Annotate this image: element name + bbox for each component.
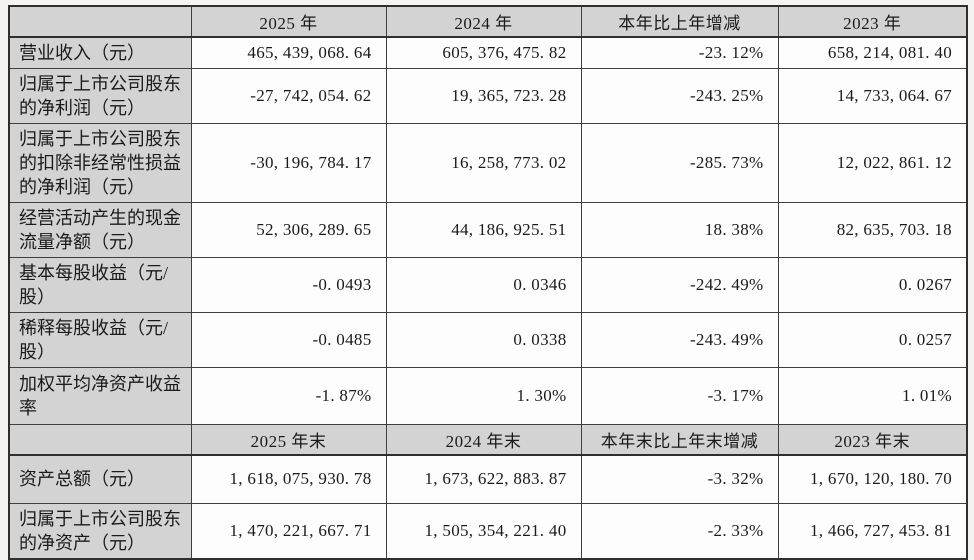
row-label: 营业收入（元）	[8, 36, 192, 69]
table-row-total-assets: 资产总额（元） 1, 618, 075, 930. 78 1, 673, 622…	[8, 454, 968, 504]
cell-value-2025: -27, 742, 054. 62	[190, 68, 387, 124]
row-label: 经营活动产生的现金流量净额（元）	[8, 202, 192, 258]
col-header-year-end-change: 本年末比上年末增减	[580, 424, 779, 456]
col-header-yoy-change: 本年比上年增减	[580, 5, 779, 38]
cell-value-yoy: -243. 49%	[580, 312, 779, 368]
cell-value-yoy: -242. 49%	[580, 257, 779, 313]
cell-value-2024: 0. 0338	[385, 312, 582, 368]
cell-value-2025: 465, 439, 068. 64	[190, 36, 387, 69]
cell-value-2025: -0. 0493	[190, 257, 387, 313]
cell-value-yoy: -3. 17%	[580, 367, 779, 425]
cell-value-2023: 12, 022, 861. 12	[777, 123, 968, 203]
cell-value-2024: 0. 0346	[385, 257, 582, 313]
cell-value-2023: 82, 635, 703. 18	[777, 202, 968, 258]
cell-value-yoy: -2. 33%	[580, 502, 779, 559]
table-row-operating-cash-flow: 经营活动产生的现金流量净额（元） 52, 306, 289. 65 44, 18…	[8, 202, 968, 258]
cell-value-2024: 16, 258, 773. 02	[385, 123, 582, 203]
col-header-2025: 2025 年	[190, 5, 387, 38]
table-row-weighted-avg-roe: 加权平均净资产收益率 -1. 87% 1. 30% -3. 17% 1. 01%	[8, 367, 968, 425]
col-header-2024: 2024 年	[385, 5, 582, 38]
row-label: 稀释每股收益（元/股）	[8, 312, 192, 368]
table-row-net-assets: 归属于上市公司股东的净资产（元） 1, 470, 221, 667. 71 1,…	[8, 502, 968, 559]
cell-value-yoy: -243. 25%	[580, 68, 779, 124]
table-row-net-profit-excl-nonrecurring: 归属于上市公司股东的扣除非经常性损益的净利润（元） -30, 196, 784.…	[8, 123, 968, 203]
cell-value-2025-end: 1, 470, 221, 667. 71	[190, 502, 387, 559]
cell-value-yoy: 18. 38%	[580, 202, 779, 258]
cell-value-2024: 1. 30%	[385, 367, 582, 425]
cell-value-2023: 14, 733, 064. 67	[777, 68, 968, 124]
table-row-diluted-eps: 稀释每股收益（元/股） -0. 0485 0. 0338 -243. 49% 0…	[8, 312, 968, 368]
cell-value-2025: 52, 306, 289. 65	[190, 202, 387, 258]
table-row-net-profit: 归属于上市公司股东的净利润（元） -27, 742, 054. 62 19, 3…	[8, 68, 968, 124]
financial-summary-table: 2025 年 2024 年 本年比上年增减 2023 年 营业收入（元） 465…	[8, 5, 968, 560]
row-label: 归属于上市公司股东的净资产（元）	[8, 502, 192, 559]
cell-value-2023: 1. 01%	[777, 367, 968, 425]
header-empty-cell	[8, 5, 192, 38]
cell-value-2024-end: 1, 673, 622, 883. 87	[385, 454, 582, 504]
cell-value-2025-end: 1, 618, 075, 930. 78	[190, 454, 387, 504]
cell-value-2023: 658, 214, 081. 40	[777, 36, 968, 69]
cell-value-2024: 44, 186, 925. 51	[385, 202, 582, 258]
col-header-2023: 2023 年	[777, 5, 968, 38]
row-label: 资产总额（元）	[8, 454, 192, 504]
table-row-operating-revenue: 营业收入（元） 465, 439, 068. 64 605, 376, 475.…	[8, 36, 968, 69]
cell-value-2025: -30, 196, 784. 17	[190, 123, 387, 203]
financial-summary-table-wrap: 2025 年 2024 年 本年比上年增减 2023 年 营业收入（元） 465…	[8, 5, 968, 560]
col-header-2024-end: 2024 年末	[385, 424, 582, 456]
cell-value-2025: -1. 87%	[190, 367, 387, 425]
cell-value-yoy: -23. 12%	[580, 36, 779, 69]
cell-value-2024-end: 1, 505, 354, 221. 40	[385, 502, 582, 559]
cell-value-2023: 0. 0257	[777, 312, 968, 368]
cell-value-2024: 19, 365, 723. 28	[385, 68, 582, 124]
header-row-year-end: 2025 年末 2024 年末 本年末比上年末增减 2023 年末	[8, 424, 968, 456]
header-empty-cell	[8, 424, 192, 456]
cell-value-2023-end: 1, 670, 120, 180. 70	[777, 454, 968, 504]
cell-value-2025: -0. 0485	[190, 312, 387, 368]
cell-value-2023: 0. 0267	[777, 257, 968, 313]
cell-value-2024: 605, 376, 475. 82	[385, 36, 582, 69]
cell-value-yoy: -3. 32%	[580, 454, 779, 504]
row-label: 基本每股收益（元/股）	[8, 257, 192, 313]
cell-value-2023-end: 1, 466, 727, 453. 81	[777, 502, 968, 559]
cell-value-yoy: -285. 73%	[580, 123, 779, 203]
col-header-2025-end: 2025 年末	[190, 424, 387, 456]
col-header-2023-end: 2023 年末	[777, 424, 968, 456]
header-row-annual: 2025 年 2024 年 本年比上年增减 2023 年	[8, 5, 968, 38]
table-row-basic-eps: 基本每股收益（元/股） -0. 0493 0. 0346 -242. 49% 0…	[8, 257, 968, 313]
row-label: 归属于上市公司股东的扣除非经常性损益的净利润（元）	[8, 123, 192, 203]
row-label: 加权平均净资产收益率	[8, 367, 192, 425]
row-label: 归属于上市公司股东的净利润（元）	[8, 68, 192, 124]
